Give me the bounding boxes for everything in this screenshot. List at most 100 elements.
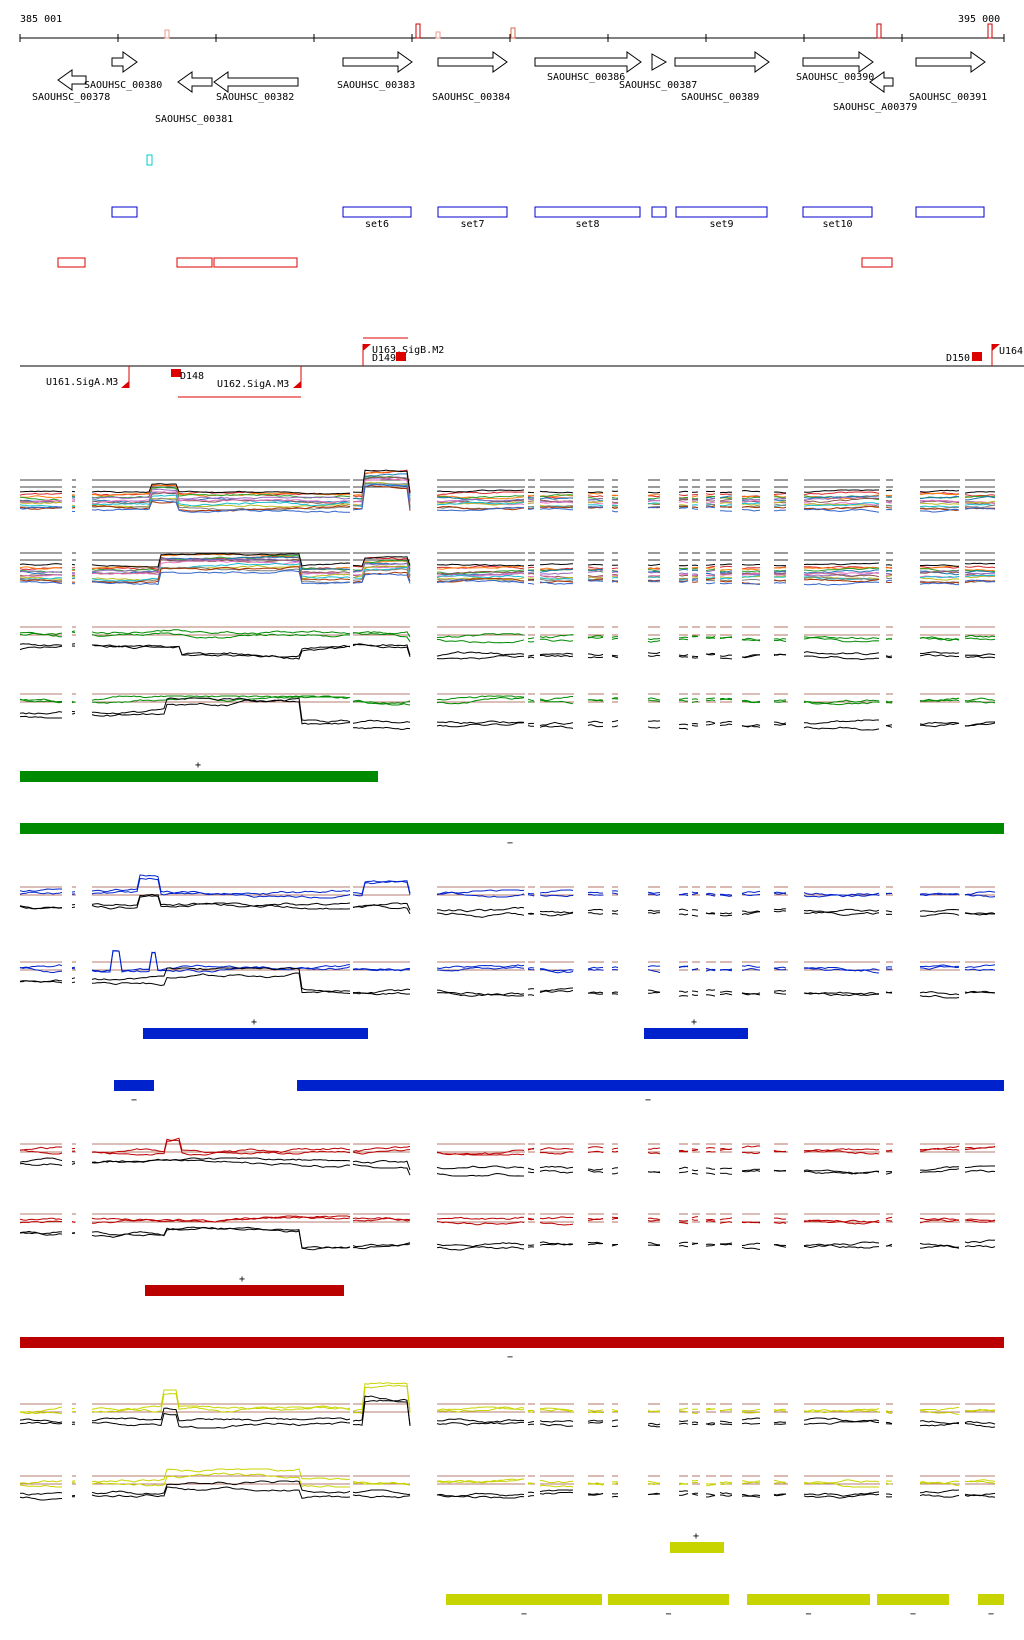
red-feature-box[interactable] — [176, 257, 213, 268]
yellow-panel-a — [19, 1382, 996, 1429]
gene-arrow[interactable] — [111, 51, 138, 73]
strand-mark: − — [507, 1352, 513, 1363]
yellow-minus-strand-bar-3[interactable]: − — [747, 1594, 870, 1620]
promoter-u161[interactable] — [121, 366, 130, 388]
promoter-track: U161.SigA.M3 D148 U162.SigA.M3 U163.SigB.M2… — [20, 337, 1024, 398]
terminator-label: D150 — [946, 353, 970, 364]
set-box[interactable] — [802, 206, 873, 218]
gene-saouhsc_00380[interactable]: SAOUHSC_00380 — [84, 51, 162, 91]
green-panel-a — [19, 626, 996, 661]
yellow-minus-strand-bar-2[interactable]: − — [608, 1594, 729, 1620]
gene-arrow[interactable] — [342, 51, 413, 73]
gene-label: SAOUHSC_00380 — [84, 80, 162, 91]
green-plus-strand-bar[interactable]: + — [20, 760, 378, 782]
gene-arrow[interactable] — [177, 71, 213, 93]
gene-arrow[interactable] — [869, 71, 894, 93]
axis-ticks — [19, 34, 1005, 42]
gene-label: SAOUHSC_00383 — [337, 80, 415, 91]
gene-label: SAOUHSC_00378 — [32, 92, 110, 103]
strand-mark: − — [805, 1609, 811, 1620]
yellow-minus-strand-bar-1[interactable]: − — [446, 1594, 602, 1620]
red-feature-box[interactable] — [57, 257, 86, 268]
promoter-u164[interactable] — [991, 344, 1000, 366]
yellow-panel-b — [19, 1468, 996, 1501]
red-minus-strand-bar[interactable]: − — [20, 1337, 1004, 1363]
set-box[interactable] — [111, 206, 138, 218]
set-box[interactable] — [651, 206, 667, 218]
strand-mark: + — [693, 1531, 699, 1542]
gene-saouhsc_00381[interactable]: SAOUHSC_00381 — [155, 71, 233, 125]
gene-arrow[interactable] — [534, 51, 642, 73]
red-plus-strand-bar[interactable]: + — [145, 1274, 344, 1296]
gene-arrow[interactable] — [651, 53, 668, 71]
set-label: set8 — [575, 219, 599, 230]
gene-saouhsc_00389[interactable]: SAOUHSC_00389 — [674, 51, 770, 103]
gene-label: SAOUHSC_00384 — [432, 92, 510, 103]
coordinate-axis: 385 001 395 000 — [19, 14, 1005, 42]
yellow-minus-strand-bar-5[interactable]: − — [978, 1594, 1004, 1620]
blue-panel-a — [19, 874, 996, 918]
end-coordinate: 395 000 — [958, 14, 1000, 25]
strand-mark: − — [131, 1095, 137, 1106]
gene-arrow[interactable] — [802, 51, 874, 73]
gene-saouhsc_00383[interactable]: SAOUHSC_00383 — [337, 51, 415, 91]
terminator-d150[interactable] — [972, 352, 982, 361]
red-panel-b — [19, 1213, 996, 1251]
strand-mark: − — [521, 1609, 527, 1620]
promoter-label: U161.SigA.M3 — [46, 377, 118, 388]
set-box[interactable] — [437, 206, 508, 218]
blue-plus-strand-bar[interactable]: + — [143, 1017, 368, 1039]
terminator-d149[interactable] — [396, 352, 406, 361]
gene-label: SAOUHSC_00391 — [909, 92, 987, 103]
gene-saouhsc_a00379[interactable]: SAOUHSC_A00379 — [833, 71, 917, 113]
red-feature-box[interactable] — [861, 257, 893, 268]
gene-saouhsc_00390[interactable]: SAOUHSC_00390 — [796, 51, 874, 83]
set-label: set10 — [822, 219, 852, 230]
gene-saouhsc_00384[interactable]: SAOUHSC_00384 — [432, 51, 510, 103]
promoter-label: U162.SigA.M3 — [217, 379, 289, 390]
set-label: set9 — [709, 219, 733, 230]
terminator-label: D149 — [372, 353, 396, 364]
gene-arrow[interactable] — [915, 51, 986, 73]
promoter-u163[interactable] — [362, 344, 371, 366]
gene-label: SAOUHSC_00389 — [681, 92, 759, 103]
green-minus-strand-bar[interactable]: − — [20, 823, 1004, 849]
set-label: set6 — [365, 219, 389, 230]
gene-arrow[interactable] — [213, 71, 299, 93]
promoter-u162[interactable] — [293, 366, 302, 388]
blue-plus-strand-bar-2[interactable]: + — [644, 1017, 748, 1039]
gene-saouhsc_00382[interactable]: SAOUHSC_00382 — [213, 71, 299, 103]
green-panel-b — [19, 693, 996, 731]
gene-label: SAOUHSC_00387 — [619, 80, 697, 91]
gene-label: SAOUHSC_00381 — [155, 114, 233, 125]
cyan-feature-mark — [146, 154, 153, 166]
set-box[interactable] — [534, 206, 641, 218]
blue-minus-strand-bar-2[interactable]: − — [297, 1080, 1004, 1106]
blue-minus-strand-bar[interactable]: − — [114, 1080, 154, 1106]
set-box[interactable] — [342, 206, 412, 218]
set-track: set6 set7 set8 set9 set10 — [111, 206, 985, 230]
gene-arrow[interactable] — [437, 51, 508, 73]
strand-mark: − — [665, 1609, 671, 1620]
red-box-track — [57, 257, 893, 268]
strand-mark: + — [239, 1274, 245, 1285]
set-box[interactable] — [915, 206, 985, 218]
gene-saouhsc_00387[interactable]: SAOUHSC_00387 — [619, 53, 697, 91]
set-box[interactable] — [675, 206, 768, 218]
red-feature-box[interactable] — [213, 257, 298, 268]
start-coordinate: 385 001 — [20, 14, 62, 25]
yellow-plus-strand-bar[interactable]: + — [670, 1531, 724, 1553]
gene-saouhsc_00386[interactable]: SAOUHSC_00386 — [534, 51, 642, 83]
terminator-d148[interactable] — [171, 369, 181, 377]
yellow-minus-strand-bar-4[interactable]: − — [877, 1594, 949, 1620]
gene-arrow[interactable] — [674, 51, 770, 73]
gene-label: SAOUHSC_00382 — [216, 92, 294, 103]
strand-mark: + — [251, 1017, 257, 1028]
gene-arrow[interactable] — [57, 69, 87, 91]
gene-label: SAOUHSC_00386 — [547, 72, 625, 83]
gene-saouhsc_00391[interactable]: SAOUHSC_00391 — [909, 51, 987, 103]
axis-peak-marks — [164, 23, 993, 39]
gene-saouhsc_00378[interactable]: SAOUHSC_00378 — [32, 69, 110, 103]
